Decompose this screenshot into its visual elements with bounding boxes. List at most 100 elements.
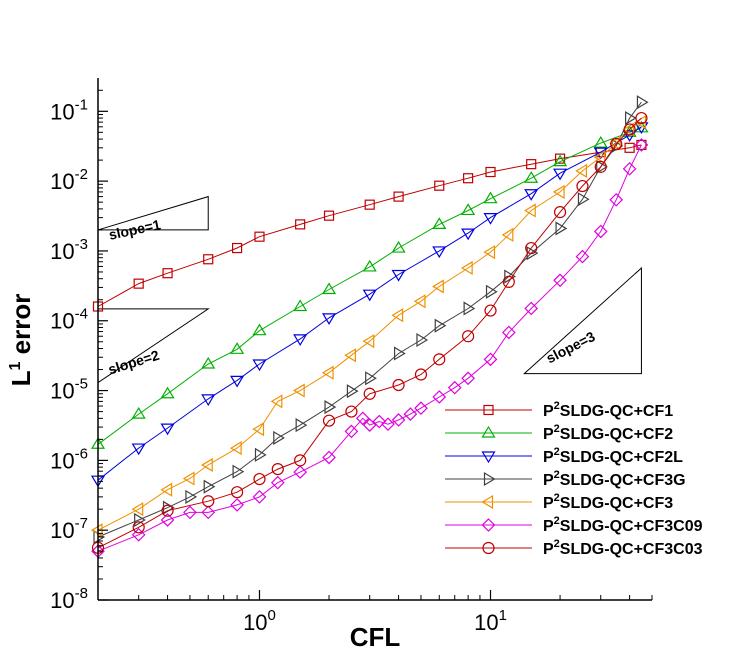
data-point (575, 249, 590, 264)
data-point (635, 111, 648, 125)
legend-label: P2SLDG-QC+CF3C09 (543, 515, 703, 535)
legend-label: P2SLDG-QC+CF3 (543, 492, 673, 512)
y-tick-exponent: -6 (75, 445, 88, 462)
data-point (295, 219, 306, 230)
data-point (526, 246, 539, 261)
data-point (432, 246, 447, 259)
legend-label-suffix: SLDG-QC+CF3C03 (560, 541, 703, 558)
data-point (362, 334, 375, 349)
data-point (463, 301, 476, 316)
data-point (131, 406, 146, 419)
data-point (345, 405, 358, 418)
data-point (434, 318, 447, 333)
legend-item: P2SLDG-QC+CF3C03 (445, 538, 703, 558)
data-point (362, 418, 377, 432)
data-point (362, 289, 377, 302)
series-line (97, 144, 642, 307)
slope-triangle (97, 195, 209, 231)
data-point (253, 472, 266, 486)
y-tick-base: 10 (50, 239, 74, 264)
data-point (391, 240, 406, 253)
slope-label: slope=1 (107, 216, 162, 243)
legend-marker (481, 451, 496, 464)
legend-marker (482, 541, 495, 555)
legend-label-sup: 2 (554, 469, 560, 481)
data-point (355, 411, 370, 426)
legend-item: P2SLDG-QC+CF3C09 (445, 515, 703, 535)
data-point (254, 231, 265, 242)
legend-label-suffix: SLDG-QC+CF2 (560, 426, 673, 443)
data-point (321, 365, 334, 380)
legend-marker (481, 518, 496, 532)
slope-triangle (522, 266, 642, 375)
data-point (161, 504, 174, 517)
x-axis-title: CFL (350, 622, 401, 652)
legend-label-prefix: P (543, 495, 554, 512)
data-point (502, 275, 515, 289)
series-sldg-qc+cf2l (90, 122, 649, 488)
data-point (254, 447, 267, 462)
data-point (524, 189, 539, 201)
data-point (624, 142, 635, 153)
legend-label-prefix: P (543, 472, 554, 489)
data-point (346, 384, 359, 399)
data-point (610, 137, 623, 151)
y-tick-label: 10-3 (50, 236, 88, 264)
data-point (526, 159, 537, 170)
data-point (463, 173, 474, 184)
data-point (201, 356, 216, 369)
data-point (252, 422, 265, 437)
y-tick-base: 10 (50, 518, 74, 543)
data-point (461, 371, 475, 386)
series-sldg-qc+cf3c03 (91, 111, 648, 554)
data-point (322, 414, 336, 427)
data-point (575, 163, 588, 178)
data-point (432, 279, 444, 294)
data-point (230, 498, 244, 512)
y-tick-base: 10 (50, 169, 74, 194)
legend-label-sup: 2 (554, 515, 560, 527)
legend-label-suffix: SLDG-QC+CF2L (560, 449, 683, 466)
data-point (270, 394, 283, 409)
data-point (232, 464, 245, 479)
data-point (636, 139, 647, 151)
data-point (160, 513, 175, 527)
data-point (231, 242, 243, 254)
data-point (344, 348, 357, 363)
legend-label-prefix: P (543, 541, 554, 558)
data-point (295, 418, 308, 433)
data-point (553, 273, 567, 288)
y-tick-base: 10 (50, 309, 74, 334)
data-point (622, 161, 637, 176)
data-point (201, 457, 213, 473)
data-point (344, 424, 359, 439)
series-sldg-qc+cf2 (90, 120, 649, 449)
legend-label-sup: 2 (554, 492, 560, 504)
data-point (483, 245, 496, 260)
data-point (393, 191, 404, 202)
data-point (501, 325, 516, 340)
legend-label-prefix: P (543, 518, 554, 535)
y-tick-exponent: -1 (75, 96, 88, 113)
data-point (484, 304, 497, 317)
data-point (622, 130, 637, 143)
y-tick-label: 10-5 (50, 376, 88, 404)
series-sldg-qc+cf3 (90, 115, 647, 538)
data-point (460, 260, 473, 276)
data-point (524, 171, 539, 183)
data-point (362, 259, 377, 272)
y-tick-label: 10-6 (50, 445, 88, 473)
data-point (553, 154, 568, 167)
data-point (554, 153, 566, 164)
data-point (372, 414, 387, 429)
slope-label: slope=3 (544, 328, 598, 366)
x-tick-exponent: 1 (499, 607, 507, 624)
legend-label-sup: 2 (554, 538, 560, 550)
data-point (160, 482, 173, 497)
y-tick-label: 10-8 (50, 585, 88, 613)
y-tick-base: 10 (50, 588, 74, 613)
y-tick-base: 10 (50, 448, 74, 473)
legend-marker (481, 494, 494, 510)
series-line (97, 121, 642, 531)
legend-item: P2SLDG-QC+CF3G (445, 469, 686, 489)
